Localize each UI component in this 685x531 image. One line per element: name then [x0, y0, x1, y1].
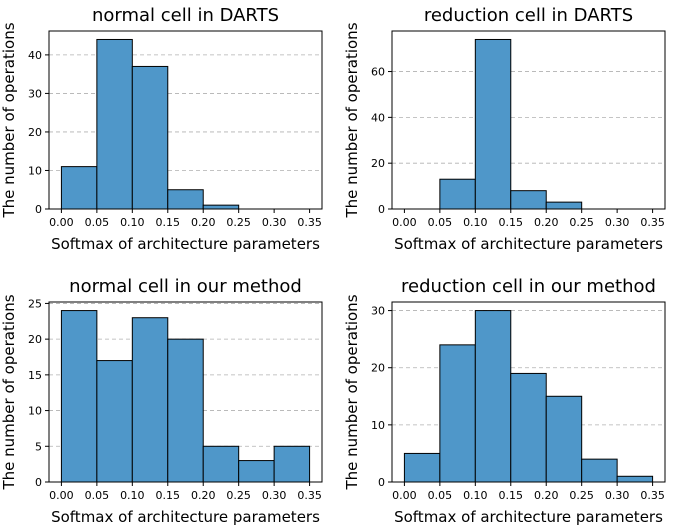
chart-panel-1: 0 10 20 30 40 0.00 0.05 0.10 0.15 0.20 0.25 0.30 0.3…: [0, 5, 323, 253]
x-tick-label: 0.25: [226, 489, 251, 502]
y-tick-label: 20: [371, 157, 385, 170]
x-tick-label: 0.10: [463, 216, 488, 229]
x-axis-label: Softmax of architecture parameters: [51, 235, 320, 253]
x-tick-label: 0.05: [428, 489, 453, 502]
histogram-bar: [439, 178, 476, 210]
histogram-bar: [474, 310, 512, 483]
y-tick-label: 40: [28, 49, 42, 62]
x-tick-label: 0.35: [297, 216, 322, 229]
x-tick-label: 0.15: [156, 216, 181, 229]
y-tick-label: 0: [35, 203, 42, 216]
histogram-bar: [474, 38, 512, 210]
y-tick-label: 25: [28, 297, 42, 310]
axes-frame: [391, 301, 666, 483]
x-axis-label: Softmax of architecture parameters: [394, 235, 663, 253]
y-tick-label: 10: [28, 164, 42, 177]
histogram-bar: [202, 204, 240, 210]
histogram-bar: [96, 360, 133, 483]
x-tick-label: 0.10: [120, 489, 145, 502]
y-tick-label: 10: [371, 419, 385, 432]
histogram-bar: [439, 344, 476, 483]
y-axis-label: The number of operations: [343, 22, 361, 218]
x-tick-label: 0.15: [499, 489, 524, 502]
chart-panel-4: 0 10 20 30 0.00 0.05 0.10 0.15 0.20 0.25 0.30 0.35 r…: [343, 276, 666, 526]
x-tick-label: 0.25: [569, 216, 594, 229]
x-axis-label: Softmax of architecture parameters: [51, 508, 320, 526]
y-tick-label: 0: [378, 203, 385, 216]
y-tick-label: 30: [28, 87, 42, 100]
x-tick-label: 0.20: [191, 216, 216, 229]
axes-frame: [391, 30, 666, 210]
histogram-bar: [167, 189, 204, 210]
x-tick-label: 0.05: [85, 216, 110, 229]
x-tick-label: 0.20: [191, 489, 216, 502]
histogram-bar: [581, 458, 618, 483]
y-axis-label: The number of operations: [0, 294, 18, 490]
y-tick-label: 0: [378, 476, 385, 489]
x-tick-label: 0.35: [640, 216, 665, 229]
y-tick-label: 20: [28, 126, 42, 139]
x-tick-label: 0.10: [120, 216, 145, 229]
chart-panel-2: 0 20 40 60 0.00 0.05 0.10 0.15 0.20 0.25 0.30 0.35 r…: [343, 5, 666, 253]
y-tick-label: 40: [371, 111, 385, 124]
x-tick-label: 0.20: [534, 489, 559, 502]
x-tick-label: 0.10: [463, 489, 488, 502]
y-tick-label: 30: [371, 305, 385, 318]
x-tick-label: 0.30: [605, 489, 630, 502]
x-axis-label: Softmax of architecture parameters: [394, 508, 663, 526]
x-tick-label: 0.25: [226, 216, 251, 229]
y-tick-label: 15: [28, 369, 42, 382]
x-tick-label: 0.00: [392, 489, 417, 502]
chart-title: reduction cell in DARTS: [424, 5, 633, 26]
histogram-bar: [273, 445, 311, 483]
axes-frame: [48, 30, 323, 210]
x-tick-label: 0.05: [428, 216, 453, 229]
histogram-bar: [545, 201, 583, 210]
x-tick-label: 0.25: [569, 489, 594, 502]
x-tick-label: 0.15: [156, 489, 181, 502]
x-tick-label: 0.20: [534, 216, 559, 229]
histogram-bar: [202, 445, 240, 483]
histogram-bar: [167, 338, 204, 483]
x-tick-label: 0.35: [297, 489, 322, 502]
histogram-bar: [616, 475, 654, 483]
x-tick-label: 0.05: [85, 489, 110, 502]
histogram-bar: [403, 452, 441, 483]
y-tick-label: 0: [35, 476, 42, 489]
chart-title: normal cell in DARTS: [92, 5, 279, 26]
chart-title: normal cell in our method: [69, 276, 302, 297]
x-tick-label: 0.00: [49, 489, 74, 502]
x-tick-label: 0.00: [392, 216, 417, 229]
histogram-bar: [238, 460, 275, 483]
x-tick-label: 0.00: [49, 216, 74, 229]
chart-panel-3: 0 5 10 15 20 25 0.00 0.05 0.10 0.15 0.20 0.25 0.30 0.…: [0, 276, 323, 526]
histogram-bar: [60, 310, 98, 483]
y-tick-label: 60: [371, 66, 385, 79]
x-tick-label: 0.35: [640, 489, 665, 502]
y-axis-label: The number of operations: [343, 294, 361, 490]
y-axis-label: The number of operations: [0, 22, 18, 218]
x-tick-label: 0.30: [262, 489, 287, 502]
chart-title: reduction cell in our method: [401, 276, 656, 297]
y-tick-label: 20: [371, 362, 385, 375]
y-tick-label: 10: [28, 405, 42, 418]
histogram-bar: [96, 38, 133, 210]
axes-frame: [48, 301, 323, 483]
histogram-bar: [60, 166, 98, 210]
histogram-bar: [131, 317, 169, 483]
x-tick-label: 0.30: [262, 216, 287, 229]
histogram-bar: [131, 65, 169, 210]
y-tick-label: 5: [35, 440, 42, 453]
x-tick-label: 0.15: [499, 216, 524, 229]
histogram-bar: [545, 395, 583, 483]
histogram-bar: [510, 190, 547, 210]
histogram-bar: [510, 372, 547, 483]
y-tick-label: 20: [28, 333, 42, 346]
x-tick-label: 0.30: [605, 216, 630, 229]
